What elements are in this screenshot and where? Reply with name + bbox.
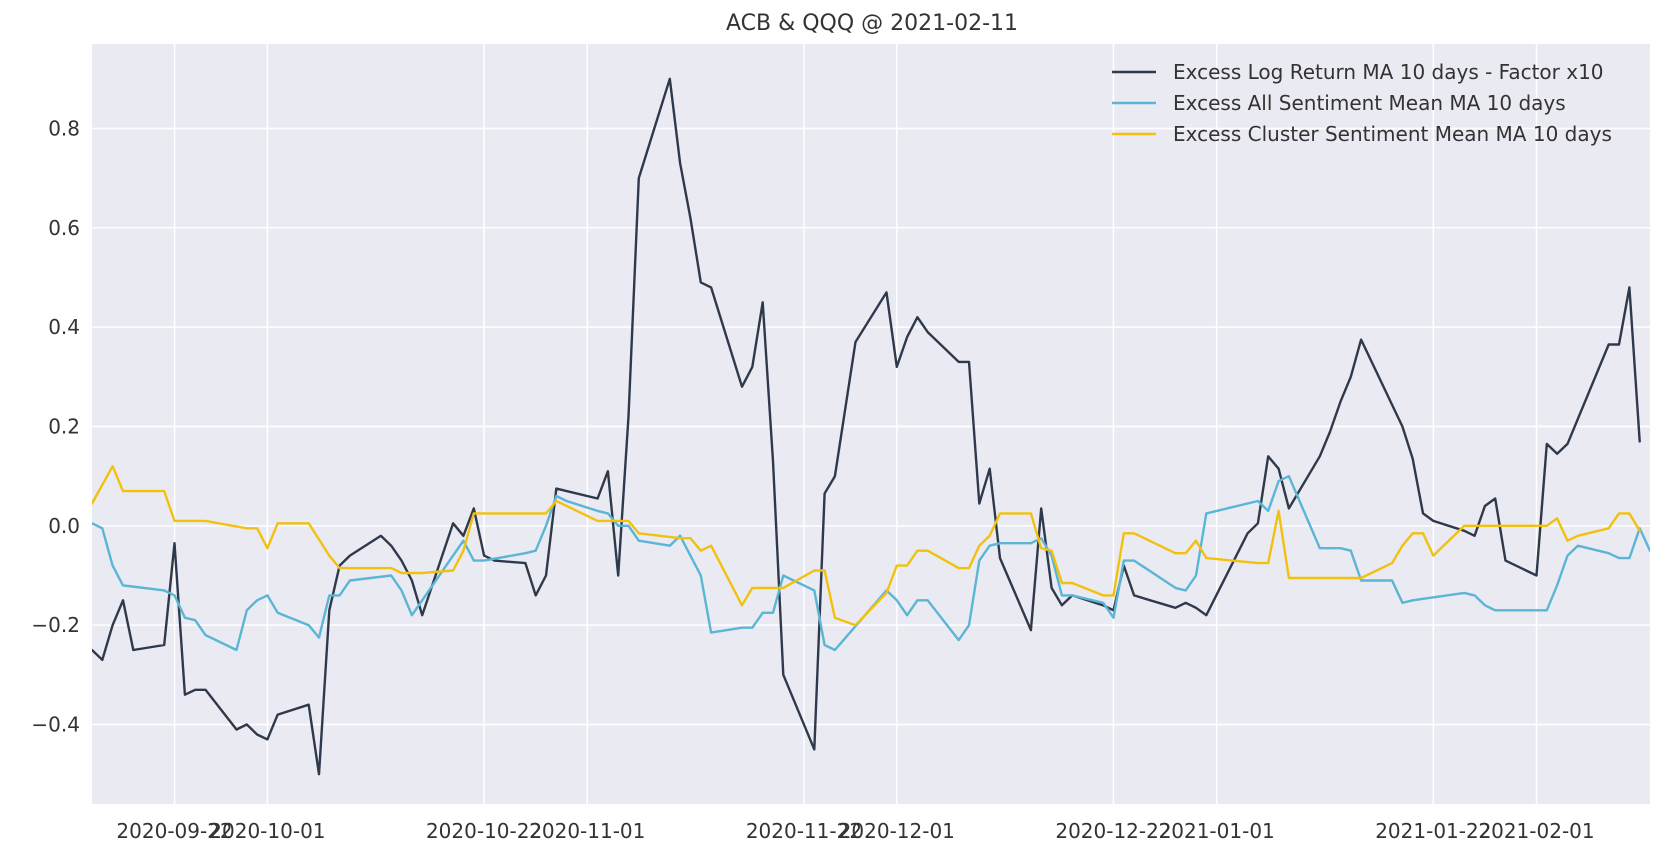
x-tick-label: 2020-12-22 [1055, 819, 1171, 843]
series-line-2 [92, 475, 1650, 652]
legend-label: Excess Log Return MA 10 days - Factor x1… [1173, 60, 1604, 84]
x-tick-label: 2021-02-01 [1478, 819, 1594, 843]
legend: Excess Log Return MA 10 days - Factor x1… [1112, 60, 1612, 146]
legend-label: Excess All Sentiment Mean MA 10 days [1173, 91, 1566, 115]
y-tick-label: −0.2 [31, 613, 80, 637]
legend-label: Excess Cluster Sentiment Mean MA 10 days [1173, 122, 1612, 146]
series-line-3 [92, 465, 1641, 627]
x-tick-label: 2020-11-22 [746, 819, 862, 843]
y-tick-label: 0.2 [48, 414, 80, 438]
x-tick-label: 2020-09-22 [116, 819, 232, 843]
plot-background [92, 44, 1650, 804]
x-tick-label: 2020-11-01 [529, 819, 645, 843]
chart-title: ACB & QQQ @ 2021-02-11 [726, 11, 1018, 36]
y-tick-label: 0.0 [48, 514, 80, 538]
x-tick-label: 2020-10-01 [209, 819, 325, 843]
x-tick-label: 2020-10-22 [426, 819, 542, 843]
series-line-1 [92, 77, 1641, 776]
legend-item: Excess Log Return MA 10 days - Factor x1… [1112, 60, 1604, 84]
y-tick-label: 0.8 [48, 116, 80, 140]
x-tick-label: 2020-12-01 [839, 819, 955, 843]
grid-lines [92, 44, 1650, 804]
y-tick-label: 0.6 [48, 216, 80, 240]
y-axis-ticks: −0.4 −0.2 0.0 0.2 0.4 0.6 0.8 [31, 116, 80, 736]
y-tick-label: −0.4 [31, 713, 80, 737]
x-tick-label: 2021-01-22 [1375, 819, 1491, 843]
legend-item: Excess Cluster Sentiment Mean MA 10 days [1112, 122, 1612, 146]
y-tick-label: 0.4 [48, 315, 80, 339]
legend-item: Excess All Sentiment Mean MA 10 days [1112, 91, 1566, 115]
series-lines [92, 77, 1650, 776]
x-tick-label: 2021-01-01 [1159, 819, 1275, 843]
